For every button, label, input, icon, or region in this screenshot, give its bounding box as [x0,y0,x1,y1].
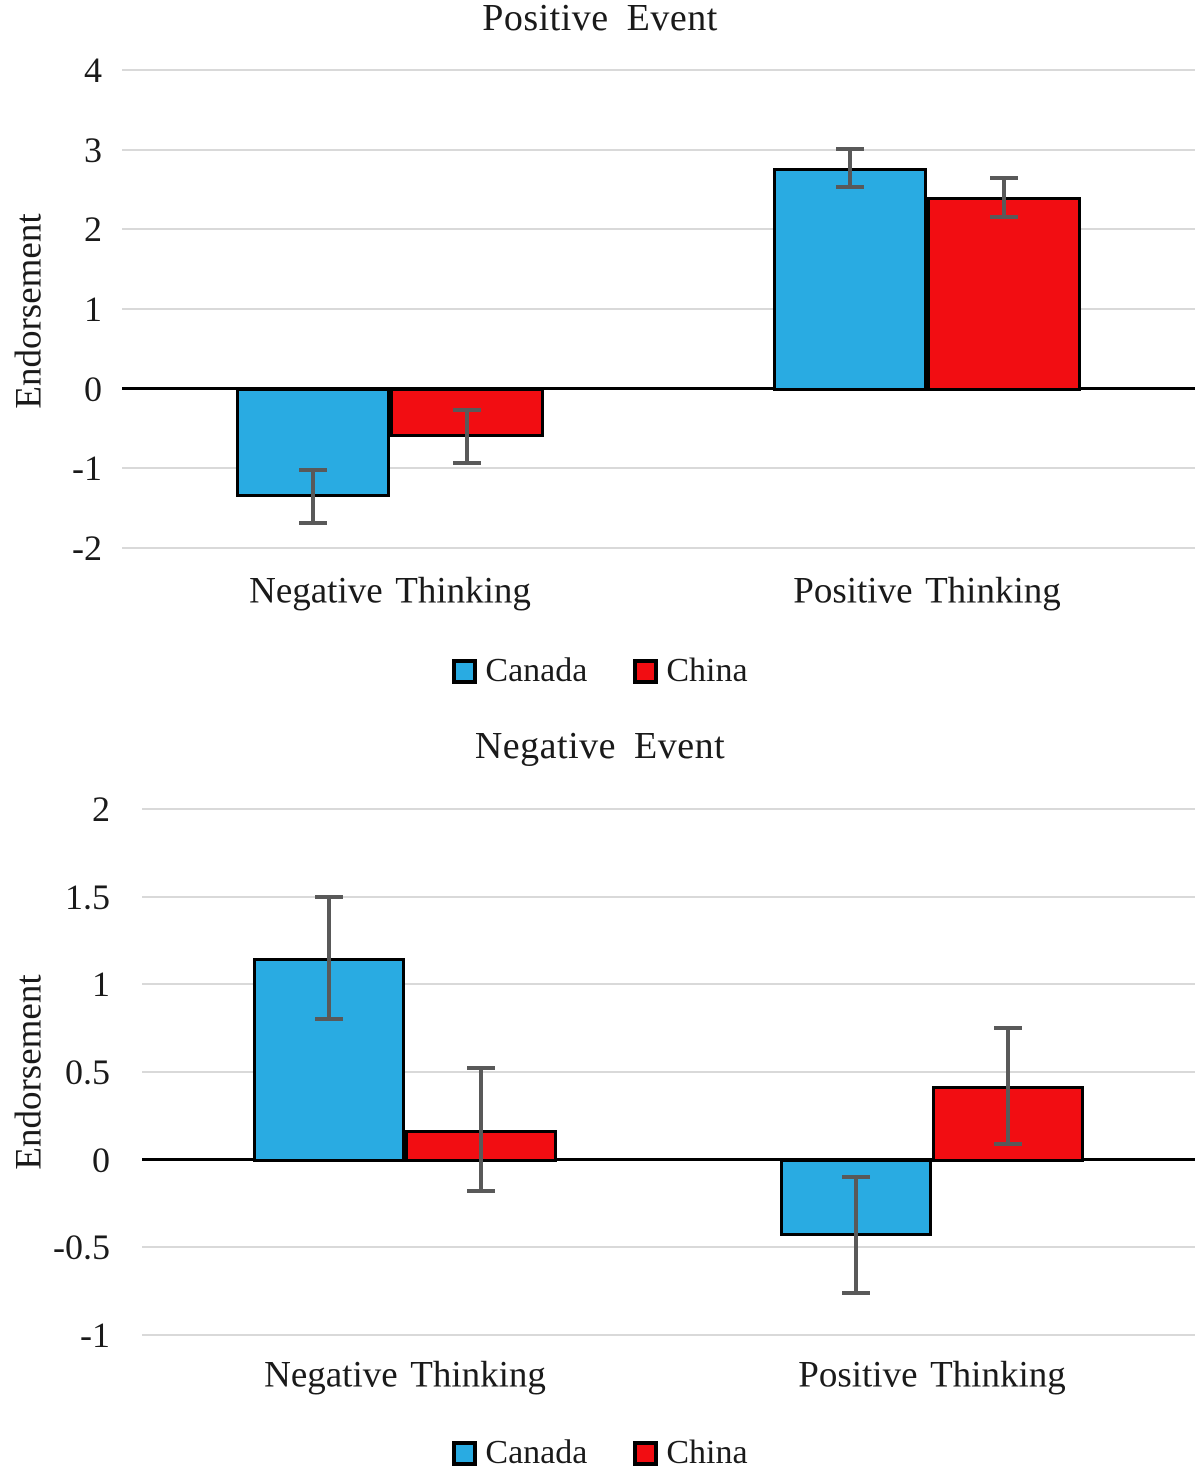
error-bar-china-negative-thinking [479,1068,484,1192]
error-bar-cap [841,1175,870,1180]
error-bar-cap [299,520,328,525]
y-tick-label: -0.5 [53,1227,110,1268]
y-tick-label: -2 [72,528,102,568]
y-tick-label: 0 [84,368,102,409]
chart-title-negative-event: Negative Event [474,725,726,767]
legend-label: Canada [485,652,588,689]
error-bar-canada-negative-thinking [327,896,332,1020]
china-swatch-icon [633,1440,659,1466]
bar-canada-positive-thinking [772,167,927,391]
error-bar-canada-positive-thinking [853,1177,858,1293]
gridline [142,1246,1195,1249]
error-bar-cap [299,467,328,472]
y-tick-label: -1 [72,448,102,489]
error-bar-canada-positive-thinking [847,148,852,188]
legend: Canada China [0,654,1200,688]
gridline [122,547,1195,549]
error-bar-cap [467,1189,496,1194]
gridline [122,228,1195,231]
gridline [122,148,1195,151]
canada-swatch-icon [452,658,478,684]
error-bar-cap [467,1066,496,1071]
y-tick-label: 0 [92,1139,110,1180]
legend-item-canada: Canada [452,654,587,688]
legend-label: Canada [485,1434,588,1471]
legend-item-china: China [633,652,748,689]
y-tick-label: 1 [92,964,110,1005]
error-bar-cap [993,1141,1022,1146]
gridline [142,983,1195,986]
gridline [122,467,1195,470]
legend-label: China [666,1434,748,1471]
gridline [142,1334,1195,1336]
error-bar-cap [993,1026,1022,1031]
gridline [122,69,1195,71]
y-tick-label: 2 [92,789,110,829]
gridline [142,808,1195,810]
legend-item-china: China [633,1434,748,1471]
y-tick-label: 2 [84,209,102,250]
gridline [142,1071,1195,1073]
error-bar-cap [315,1017,344,1022]
error-bar-china-positive-thinking [1001,178,1006,217]
y-tick-label: 3 [84,129,102,170]
y-tick-label: 4 [84,50,102,90]
error-bar-cap [453,408,482,413]
legend-item-canada: Canada [452,1436,587,1470]
error-bar-canada-negative-thinking [311,469,316,523]
gridline [122,308,1195,310]
chart-title-positive-event: Positive Event [482,0,718,39]
china-swatch-icon [633,658,659,684]
error-bar-cap [841,1290,870,1295]
error-bar-cap [989,214,1018,219]
legend-label: China [666,652,748,689]
legend: Canada China [0,1436,1200,1470]
error-bar-china-negative-thinking [465,410,470,463]
x-category-label-positive-thinking: Positive Thinking [793,570,1061,612]
gridline [142,895,1195,898]
error-bar-cap [453,460,482,465]
x-axis-zero-line [142,1158,1195,1162]
error-bar-cap [835,146,864,151]
error-bar-cap [835,185,864,190]
x-axis-zero-line [122,387,1195,391]
error-bar-china-positive-thinking [1005,1028,1010,1144]
error-bar-cap [315,894,344,899]
x-category-label-positive-thinking: Positive Thinking [798,1354,1066,1396]
y-tick-label: 0.5 [65,1052,110,1092]
bar-china-positive-thinking [926,197,1081,391]
y-tick-label: 1.5 [65,876,110,917]
x-category-label-negative-thinking: Negative Thinking [249,570,531,612]
y-tick-label: 1 [84,289,102,329]
error-bar-cap [989,176,1018,181]
y-tick-label: -1 [80,1315,110,1355]
x-category-label-negative-thinking: Negative Thinking [264,1354,546,1396]
canada-swatch-icon [452,1440,478,1466]
